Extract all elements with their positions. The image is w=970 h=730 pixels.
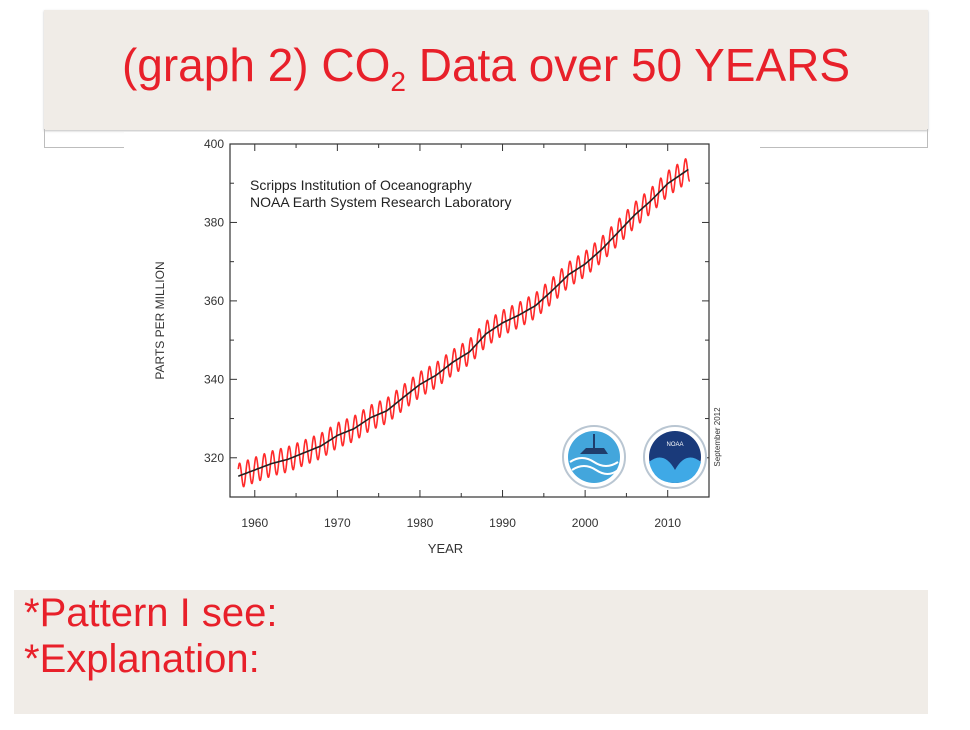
x-tick-label: 2000 <box>572 516 599 530</box>
title-rest: Data over 50 YEARS <box>405 39 851 91</box>
title-main: (graph 2) CO <box>121 39 391 91</box>
scripps-logo <box>562 425 626 489</box>
scripps-logo-ship <box>580 448 608 454</box>
x-tick-label: 2010 <box>654 516 681 530</box>
series-trend-line <box>237 168 689 477</box>
y-axis-label: PARTS PER MILLION <box>153 261 167 379</box>
note-explanation: *Explanation: <box>24 637 260 681</box>
noaa-logo-text: NOAA <box>666 442 683 448</box>
y-tick-label: 320 <box>204 451 224 465</box>
noaa-logo-bird <box>649 457 701 483</box>
y-tick-label: 360 <box>204 294 224 308</box>
scripps-logo-wave <box>571 465 619 475</box>
y-tick-label: 340 <box>204 372 224 386</box>
noaa-logo: NOAA <box>643 425 707 489</box>
notes-panel: *Pattern I see: *Explanation: <box>14 590 928 714</box>
plot-area: 320 340 360 380 400 1960 1970 1980 1990 2000 2010 Y… <box>153 137 722 556</box>
x-tick-label: 1960 <box>241 516 268 530</box>
scripps-logo-disc <box>568 431 620 483</box>
title-subscript: 2 <box>390 66 406 97</box>
side-note: September 2012 <box>713 407 722 467</box>
note-pattern: *Pattern I see: <box>24 591 278 635</box>
y-tick-label: 400 <box>204 137 224 151</box>
scripps-logo-wave <box>569 457 619 467</box>
chart-svg: 320 340 360 380 400 1960 1970 1980 1990 2000 2010 Y… <box>153 137 722 556</box>
slide-title: (graph 2) CO2 Data over 50 YEARS <box>122 38 850 98</box>
x-axis-label: YEAR <box>428 541 463 556</box>
co2-chart: 320 340 360 380 400 1960 1970 1980 1990 2000 2010 Y… <box>124 132 760 572</box>
x-tick-label: 1990 <box>489 516 516 530</box>
title-panel: (graph 2) CO2 Data over 50 YEARS <box>44 10 928 148</box>
annotation-line: NOAA Earth System Research Laboratory <box>250 194 511 210</box>
plot-frame <box>229 143 710 498</box>
x-tick-label: 1970 <box>324 516 351 530</box>
y-tick-label: 380 <box>204 215 224 229</box>
annotation-line: Scripps Institution of Oceanography <box>250 177 472 193</box>
series-monthly-line <box>237 158 691 488</box>
x-tick-label: 1980 <box>407 516 434 530</box>
